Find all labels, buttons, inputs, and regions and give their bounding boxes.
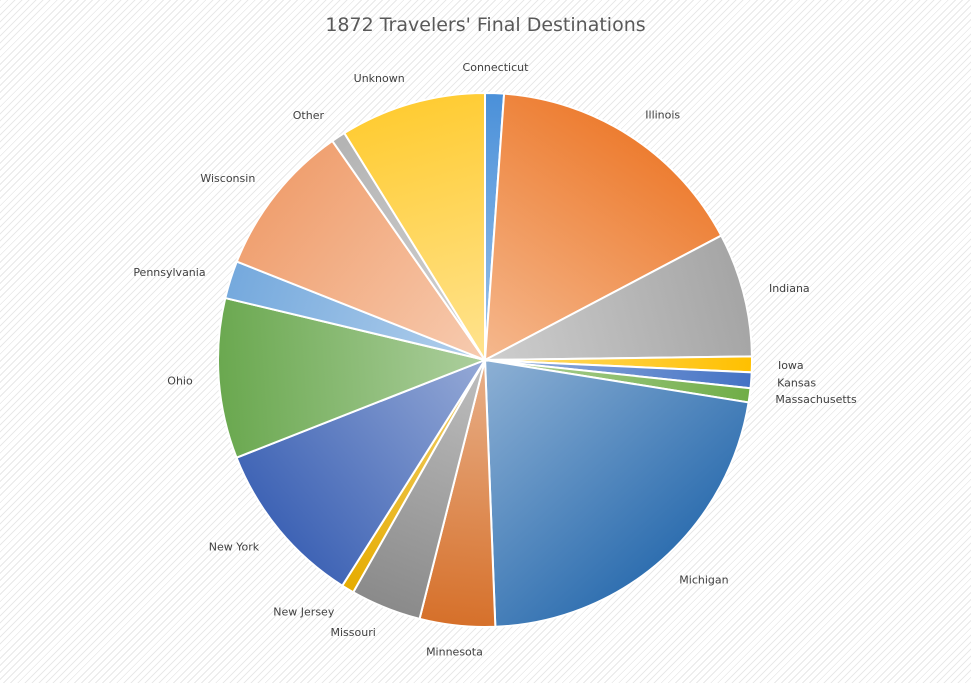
label-ohio: Ohio <box>167 375 193 388</box>
chart-title: 1872 Travelers' Final Destinations <box>325 14 646 36</box>
label-illinois: Illinois <box>645 109 680 122</box>
label-new-jersey: New Jersey <box>273 605 335 618</box>
label-unknown: Unknown <box>354 72 405 85</box>
label-pennsylvania: Pennsylvania <box>133 266 205 279</box>
slice-unknown[interactable] <box>342 91 486 364</box>
pie-labels: Connecticut Illinois Indiana Iowa Kansas Mass… <box>133 61 857 658</box>
label-kansas: Kansas <box>777 376 816 389</box>
pie-slices <box>217 91 753 628</box>
label-missouri: Missouri <box>331 626 376 639</box>
slice-new-york[interactable] <box>235 357 488 588</box>
label-connecticut: Connecticut <box>463 61 530 74</box>
label-new-york: New York <box>209 541 260 554</box>
slice-illinois[interactable] <box>483 92 723 362</box>
label-michigan: Michigan <box>679 573 728 586</box>
slice-indiana[interactable] <box>484 234 753 361</box>
label-iowa: Iowa <box>778 359 804 372</box>
label-minnesota: Minnesota <box>426 645 483 658</box>
slice-wisconsin[interactable] <box>235 139 488 363</box>
label-massachusetts: Massachusetts <box>775 393 857 406</box>
label-indiana: Indiana <box>769 282 810 295</box>
label-other: Other <box>293 109 325 122</box>
label-wisconsin: Wisconsin <box>200 172 255 185</box>
slice-michigan[interactable] <box>483 358 750 628</box>
slice-ohio[interactable] <box>217 296 489 459</box>
